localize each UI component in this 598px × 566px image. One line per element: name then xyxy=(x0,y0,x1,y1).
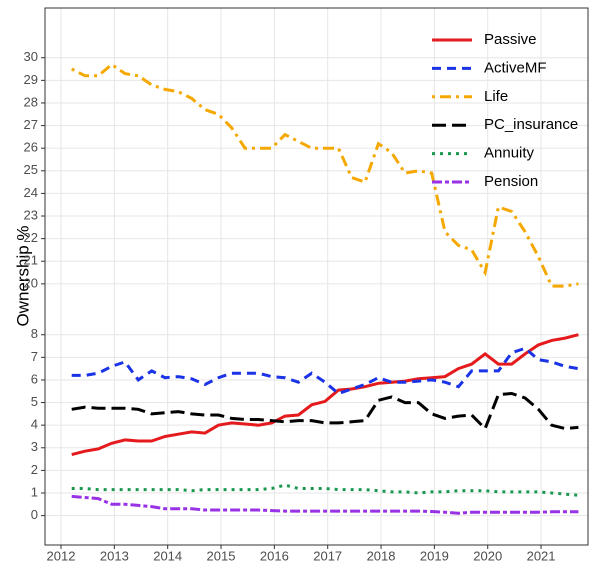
y-tick-label: 20 xyxy=(24,275,38,290)
y-axis-title: Ownership % xyxy=(13,225,32,326)
legend-label: ActiveMF xyxy=(484,59,547,76)
x-tick-label: 2018 xyxy=(367,548,396,563)
plot-border xyxy=(44,7,589,546)
y-tick-label: 25 xyxy=(24,162,38,177)
y-tick-label: 6 xyxy=(31,371,38,386)
x-tick-label: 2019 xyxy=(420,548,449,563)
x-tick-label: 2013 xyxy=(100,548,129,563)
y-tick-label: 22 xyxy=(24,230,38,245)
series-line xyxy=(71,62,579,288)
x-tick-label: 2014 xyxy=(153,548,182,563)
plot-background xyxy=(45,8,588,545)
y-tick-label: 4 xyxy=(31,417,38,432)
x-tick-label: 2020 xyxy=(473,548,502,563)
series-line xyxy=(71,391,579,432)
x-tick-label: 2012 xyxy=(47,548,76,563)
y-tick-label: 8 xyxy=(31,326,38,341)
y-tick-label: 28 xyxy=(24,94,38,109)
legend-label: Annuity xyxy=(484,145,535,162)
y-tick-label: 26 xyxy=(24,140,38,155)
y-tick-label: 23 xyxy=(24,207,38,222)
y-tick-label: 21 xyxy=(24,253,38,268)
series-line xyxy=(71,494,579,515)
y-tick-label: 5 xyxy=(31,394,38,409)
y-tick-label: 3 xyxy=(31,439,38,454)
y-tick-label: 0 xyxy=(31,507,38,522)
series-line xyxy=(71,346,579,396)
x-tick-label: 2016 xyxy=(260,548,289,563)
x-tick-label: 2015 xyxy=(207,548,236,563)
y-tick-label: 30 xyxy=(24,49,38,64)
y-tick-label: 27 xyxy=(24,117,38,132)
legend-label: Life xyxy=(484,88,508,105)
y-tick-label: 2 xyxy=(31,462,38,477)
y-tick-label: 7 xyxy=(31,349,38,364)
y-tick-label: 29 xyxy=(24,72,38,87)
series-line xyxy=(71,333,579,457)
legend-label: Pension xyxy=(484,173,538,190)
x-tick-label: 2021 xyxy=(527,548,556,563)
legend-label: PC_insurance xyxy=(484,116,578,133)
legend-label: Passive xyxy=(484,31,537,48)
y-tick-label: 24 xyxy=(24,185,38,200)
y-tick-label: 1 xyxy=(31,484,38,499)
x-tick-label: 2017 xyxy=(313,548,342,563)
